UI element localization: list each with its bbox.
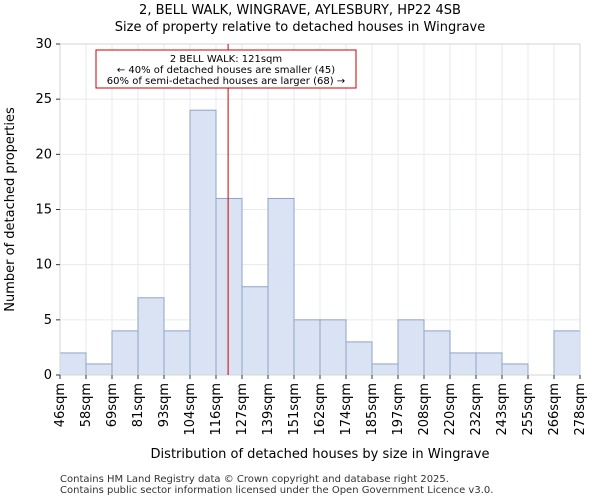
x-tick-label: 220sqm — [443, 383, 458, 436]
y-tick-label: 20 — [35, 147, 52, 162]
x-tick-label: 104sqm — [183, 383, 198, 436]
x-tick-label: 58sqm — [79, 383, 94, 427]
x-tick-label: 151sqm — [287, 383, 302, 436]
annotation-line-1: 2 BELL WALK: 121sqm — [170, 54, 282, 65]
annotation-line-3: 60% of semi-detached houses are larger (… — [107, 76, 345, 87]
x-tick-label: 255sqm — [521, 383, 536, 436]
y-tick-label: 25 — [35, 92, 52, 107]
y-tick-label: 30 — [35, 37, 52, 52]
chart-title: 2, BELL WALK, WINGRAVE, AYLESBURY, HP22 … — [139, 3, 461, 18]
bar — [475, 352, 503, 376]
bar — [241, 286, 269, 376]
bar — [449, 352, 477, 376]
annotation-line-2: ← 40% of detached houses are smaller (45… — [117, 65, 335, 76]
bar — [371, 363, 399, 376]
footer-line-1: Contains HM Land Registry data © Crown c… — [60, 474, 449, 485]
y-tick-label: 5 — [44, 313, 52, 328]
bar — [423, 330, 451, 376]
x-tick-label: 174sqm — [339, 383, 354, 436]
x-tick-label: 162sqm — [313, 383, 328, 436]
x-tick-label: 185sqm — [365, 383, 380, 436]
x-tick-label: 208sqm — [417, 383, 432, 436]
x-tick-label: 243sqm — [495, 383, 510, 436]
bar — [553, 330, 581, 376]
x-tick-label: 81sqm — [131, 383, 146, 427]
bar — [111, 330, 139, 376]
x-tick-label: 93sqm — [157, 383, 172, 427]
bar — [501, 363, 529, 376]
chart-subtitle: Size of property relative to detached ho… — [114, 20, 486, 35]
footer-line-2: Contains public sector information licen… — [60, 485, 494, 496]
x-tick-label: 127sqm — [235, 383, 250, 436]
annotation-box — [95, 49, 357, 89]
x-tick-label: 46sqm — [53, 383, 68, 427]
bar — [59, 352, 87, 376]
x-tick-label: 266sqm — [547, 383, 562, 436]
bar — [163, 330, 191, 376]
bar — [397, 319, 425, 376]
y-tick-label: 10 — [35, 258, 52, 273]
bar — [137, 297, 165, 376]
bar — [319, 319, 347, 376]
bar — [189, 109, 217, 376]
bar — [293, 319, 321, 376]
y-tick-label: 0 — [44, 368, 52, 383]
bar — [85, 363, 113, 376]
bar — [345, 341, 373, 376]
x-tick-label: 278sqm — [573, 383, 588, 436]
y-axis-label: Number of detached properties — [3, 107, 18, 312]
bar — [267, 197, 295, 376]
x-tick-label: 139sqm — [261, 383, 276, 436]
bar — [215, 197, 243, 376]
x-tick-label: 197sqm — [391, 383, 406, 436]
y-tick-label: 15 — [35, 203, 52, 218]
x-tick-label: 232sqm — [469, 383, 484, 436]
x-tick-label: 116sqm — [209, 383, 224, 436]
x-axis-label: Distribution of detached houses by size … — [151, 447, 490, 462]
x-tick-label: 69sqm — [105, 383, 120, 427]
